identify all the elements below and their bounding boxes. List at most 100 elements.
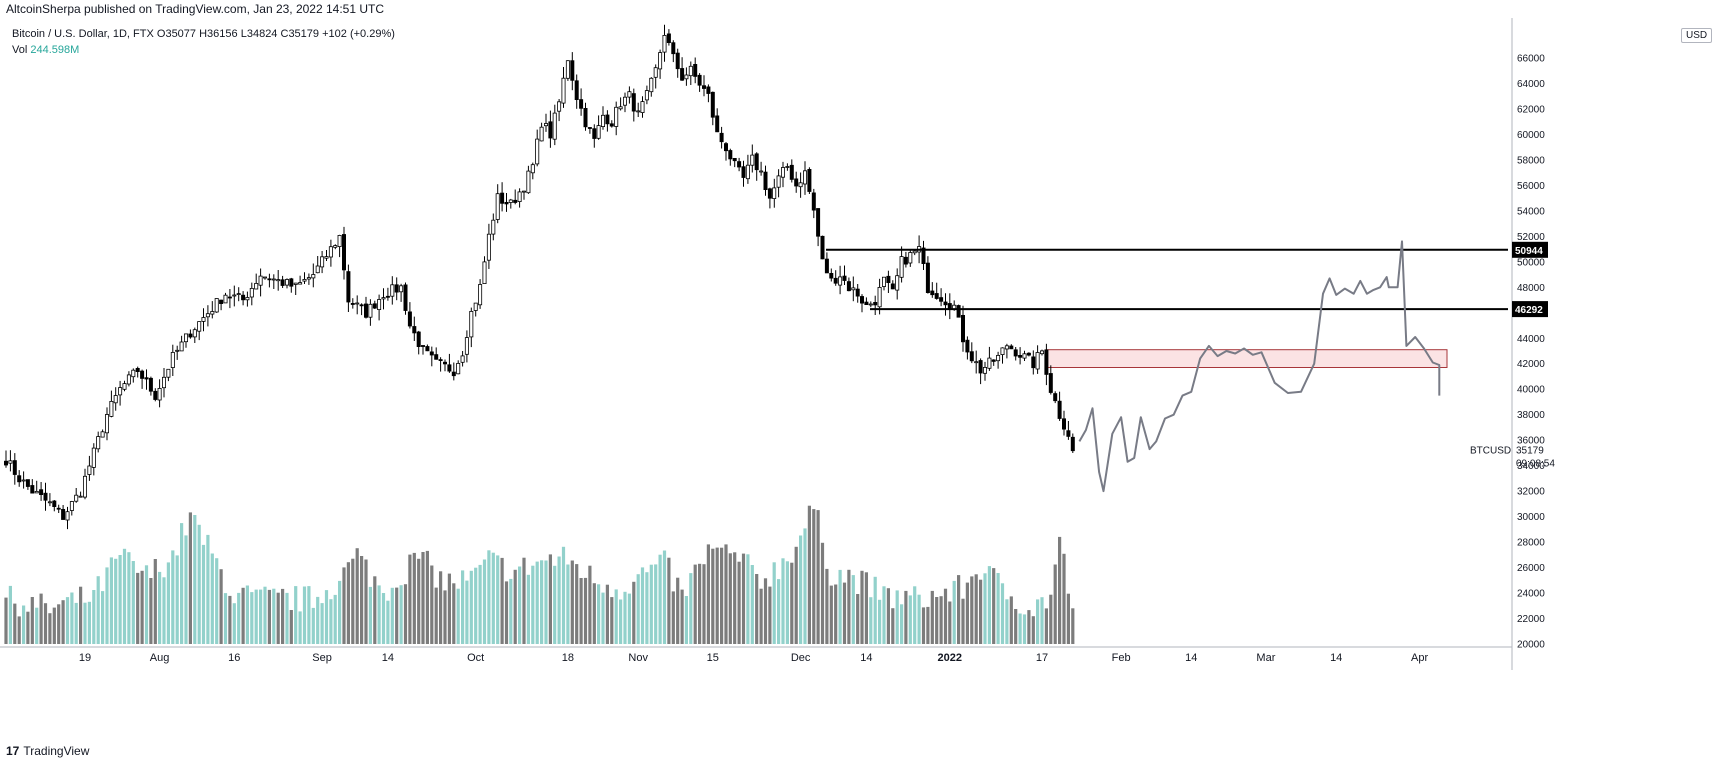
candle-body (996, 354, 1001, 362)
time-tick-label: Feb (1112, 652, 1131, 664)
tradingview-logo[interactable]: 17 TradingView (6, 744, 89, 758)
candle-body (903, 256, 908, 265)
candle-body (882, 276, 887, 287)
candle-body (1066, 430, 1071, 437)
volume-bar (364, 559, 368, 644)
candle-body (675, 52, 680, 70)
candle-body (1000, 347, 1005, 355)
volume-bar (658, 554, 662, 644)
candle-body (745, 164, 750, 180)
volume-bar (882, 586, 886, 644)
candle-body (78, 495, 83, 498)
time-axis[interactable]: 19 Aug 16 Sep 14 Oct 18 Nov 15 Dec 14 2022 17 Feb 14 Ma… (79, 652, 1429, 664)
time-tick-label: Oct (467, 652, 484, 664)
candle-body (17, 475, 22, 483)
candle-body (56, 507, 61, 510)
candle-body (728, 150, 733, 160)
ohlc-low: L34824 (240, 28, 278, 40)
candle-body (741, 166, 746, 178)
candle-body (1031, 356, 1036, 369)
volume-bar (864, 572, 868, 644)
volume-bar (105, 567, 109, 644)
price-tick-label: 44000 (1517, 334, 1545, 345)
volume-bar (548, 554, 552, 644)
candle-body (710, 91, 715, 118)
volume-bar (469, 570, 473, 644)
logo-mark: 17 (6, 744, 20, 758)
volume-bar (381, 593, 386, 644)
volume-bar (272, 588, 276, 644)
candle-body (539, 126, 544, 142)
candle-body (1022, 353, 1027, 359)
price-axis[interactable]: 20000 22000 24000 26000 28000 30000 32000 34000… (1517, 54, 1545, 651)
candle-body (614, 106, 619, 127)
volume-bar (939, 596, 943, 644)
volume-bar (482, 559, 487, 644)
candle-body (1026, 352, 1031, 356)
volume-value: 244.598M (30, 44, 80, 56)
time-tick-label: 14 (1330, 652, 1342, 664)
candle-body (939, 297, 944, 302)
candle-body (320, 256, 325, 268)
volume-bar (461, 570, 465, 644)
volume-bar (601, 592, 605, 644)
candle-body (816, 208, 821, 237)
volume-bar (439, 571, 443, 644)
volume-bar (799, 535, 803, 644)
volume-bar (847, 569, 851, 644)
candle-body (258, 275, 263, 286)
price-labels: 50944 46292 BTCUSD 35179 09:08:54 (1470, 241, 1555, 470)
candle-body (478, 284, 483, 306)
volume-bar (965, 582, 969, 644)
candle-body (1070, 436, 1075, 452)
candle-body (460, 355, 465, 363)
volume-bar (592, 583, 596, 644)
candle-body (899, 256, 904, 278)
candle-body (596, 125, 601, 139)
candle-body (974, 361, 979, 364)
price-tick-label: 50000 (1517, 257, 1545, 268)
candle-body (447, 364, 452, 372)
volume-bar (583, 577, 588, 644)
volume-bar (952, 580, 956, 644)
volume-bar (768, 586, 772, 644)
candle-body (1018, 354, 1023, 358)
candle-body (517, 191, 522, 202)
ohlc-high: H36156 (199, 28, 238, 40)
candle-body (636, 110, 641, 113)
price-tick-label: 24000 (1517, 589, 1545, 600)
volume-bar (895, 590, 899, 644)
candle-body (785, 166, 790, 168)
volume-bar (373, 576, 377, 644)
volume-bar (1049, 594, 1053, 644)
volume-bar (421, 552, 425, 644)
candle-body (890, 283, 895, 290)
candle-body (214, 298, 219, 313)
volume-bar (83, 602, 87, 644)
candle-body (987, 357, 992, 369)
volume-bar (790, 562, 794, 644)
volume-bar (597, 584, 601, 644)
candle-body (838, 276, 843, 286)
volume-bar (171, 550, 175, 644)
volume-bar (816, 510, 820, 644)
volume-bar (1044, 608, 1048, 644)
candle-body (715, 115, 720, 133)
currency-button[interactable]: USD (1681, 28, 1713, 43)
volume-bar (750, 565, 754, 644)
candle-body (412, 326, 417, 334)
volume-bar (333, 594, 337, 644)
candle-body (293, 282, 298, 285)
candle-body (161, 376, 166, 389)
volume-bar (829, 585, 833, 644)
time-tick-label: 14 (382, 652, 394, 664)
candle-body (934, 293, 939, 299)
volume-bar (267, 589, 271, 644)
candle-body (820, 235, 825, 260)
volume-bar (711, 548, 715, 644)
candle-body (43, 492, 48, 501)
candle-body (526, 170, 531, 194)
candle-body (864, 301, 869, 306)
candle-body (241, 294, 246, 301)
